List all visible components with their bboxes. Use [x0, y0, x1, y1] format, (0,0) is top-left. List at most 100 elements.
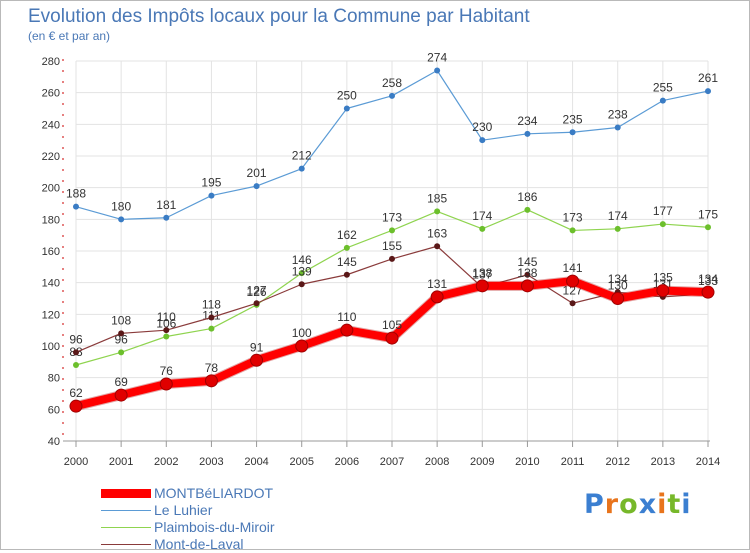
data-point-montb-liardot — [295, 339, 309, 353]
data-label-plaimbois-du-miroir: 173 — [382, 210, 402, 224]
data-label-plaimbois-du-miroir: 126 — [247, 285, 267, 299]
data-point-le-luhier — [163, 214, 170, 221]
legend-swatch-plaimbois-du-miroir — [101, 527, 151, 528]
data-point-plaimbois-du-miroir — [614, 225, 621, 232]
y-tick-label: 40 — [48, 436, 60, 448]
data-label-montb-liardot: 78 — [205, 361, 219, 375]
data-point-plaimbois-du-miroir — [705, 224, 711, 231]
data-point-plaimbois-du-miroir — [73, 362, 79, 368]
legend-label-mont-de-laval: Mont-de-Laval — [154, 536, 244, 552]
data-label-le-luhier: 195 — [201, 176, 221, 190]
data-label-mont-de-laval: 96 — [69, 332, 83, 346]
data-label-le-luhier: 181 — [156, 198, 176, 212]
x-tick-label: 2003 — [199, 456, 223, 468]
data-point-montb-liardot — [204, 374, 218, 388]
data-label-plaimbois-du-miroir: 162 — [337, 228, 357, 242]
data-point-le-luhier — [705, 88, 711, 95]
data-point-montb-liardot — [611, 292, 625, 305]
legend-swatch-mont-de-laval — [101, 544, 151, 545]
data-point-plaimbois-du-miroir — [389, 227, 395, 234]
data-label-le-luhier: 180 — [111, 199, 131, 213]
logo-letter: i — [681, 489, 692, 520]
data-label-le-luhier: 255 — [653, 81, 673, 95]
data-label-le-luhier: 261 — [698, 71, 718, 85]
data-label-montb-liardot: 138 — [472, 266, 492, 280]
data-label-plaimbois-du-miroir: 186 — [517, 190, 537, 204]
logo-letter: r — [604, 489, 620, 520]
data-point-le-luhier — [569, 129, 576, 136]
data-label-montb-liardot: 91 — [250, 340, 264, 354]
data-point-mont-de-laval — [298, 281, 305, 288]
data-point-montb-liardot — [385, 331, 399, 345]
logo-letter: i — [657, 489, 668, 520]
data-label-le-luhier: 238 — [608, 108, 628, 122]
x-tick-label: 2001 — [109, 456, 133, 468]
x-tick-label: 2002 — [154, 456, 178, 468]
logo-letter: x — [638, 489, 658, 520]
y-tick-label: 180 — [42, 214, 60, 226]
data-label-mont-de-laval: 163 — [427, 226, 447, 240]
data-label-plaimbois-du-miroir: 174 — [472, 209, 492, 223]
data-label-mont-de-laval: 127 — [247, 283, 267, 297]
data-point-mont-de-laval — [208, 314, 215, 321]
chart-subtitle: (en € et par an) — [28, 29, 111, 43]
data-label-le-luhier: 274 — [427, 51, 447, 65]
data-point-mont-de-laval — [343, 271, 350, 278]
data-label-montb-liardot: 62 — [69, 386, 83, 400]
data-point-mont-de-laval — [569, 300, 576, 307]
y-tick-label: 280 — [42, 56, 60, 68]
data-point-mont-de-laval — [389, 255, 395, 262]
data-point-plaimbois-du-miroir — [298, 270, 305, 277]
x-tick-label: 2012 — [605, 456, 629, 468]
x-tick-label: 2010 — [515, 456, 539, 468]
data-label-plaimbois-du-miroir: 175 — [698, 207, 718, 221]
x-tick-label: 2000 — [64, 456, 88, 468]
x-tick-label: 2004 — [244, 456, 268, 468]
data-point-plaimbois-du-miroir — [163, 333, 170, 340]
data-label-plaimbois-du-miroir: 146 — [292, 253, 312, 267]
data-label-plaimbois-du-miroir: 185 — [427, 191, 447, 205]
data-label-montb-liardot: 134 — [698, 272, 718, 286]
data-point-mont-de-laval — [253, 300, 260, 307]
data-point-montb-liardot — [520, 279, 534, 293]
x-tick-label: 2011 — [561, 456, 585, 468]
data-point-le-luhier — [659, 97, 666, 104]
y-tick-label: 240 — [42, 119, 60, 131]
data-point-montb-liardot — [701, 285, 715, 299]
chart-title: Evolution des Impôts locaux pour la Comm… — [28, 6, 530, 27]
data-point-le-luhier — [253, 183, 260, 190]
legend-swatch-montb-liardot — [101, 489, 151, 498]
data-point-plaimbois-du-miroir — [208, 325, 215, 332]
data-label-le-luhier: 188 — [66, 187, 86, 201]
data-label-mont-de-laval: 110 — [157, 310, 176, 324]
data-point-plaimbois-du-miroir — [434, 208, 441, 215]
logo-letter: o — [619, 489, 639, 520]
data-point-montb-liardot — [656, 284, 670, 298]
data-label-le-luhier: 234 — [517, 114, 537, 128]
data-point-le-luhier — [73, 203, 79, 210]
data-point-le-luhier — [434, 67, 441, 74]
data-point-plaimbois-du-miroir — [118, 349, 125, 356]
data-label-mont-de-laval: 137 — [472, 267, 492, 281]
logo-letter: P — [584, 489, 605, 520]
x-tick-label: 2009 — [470, 456, 494, 468]
data-label-montb-liardot: 110 — [337, 310, 356, 324]
legend-label-montb-liardot: MONTBéLIARDOT — [154, 485, 274, 501]
data-point-montb-liardot — [159, 377, 173, 391]
data-label-montb-liardot: 76 — [160, 364, 174, 378]
data-point-montb-liardot — [475, 279, 489, 293]
data-point-montb-liardot — [250, 353, 264, 367]
x-tick-label: 2008 — [425, 456, 449, 468]
x-tick-label: 2013 — [651, 456, 675, 468]
data-point-mont-de-laval — [118, 330, 125, 337]
y-tick-label: 100 — [42, 341, 60, 353]
data-label-plaimbois-du-miroir: 174 — [608, 209, 628, 223]
legend-label-plaimbois-du-miroir: Plaimbois-du-Miroir — [154, 519, 275, 535]
data-label-mont-de-laval: 133 — [698, 274, 718, 288]
y-tick-label: 160 — [42, 246, 60, 258]
y-tick-label: 200 — [42, 183, 60, 195]
data-label-plaimbois-du-miroir: 96 — [114, 332, 128, 346]
data-point-le-luhier — [479, 137, 486, 144]
